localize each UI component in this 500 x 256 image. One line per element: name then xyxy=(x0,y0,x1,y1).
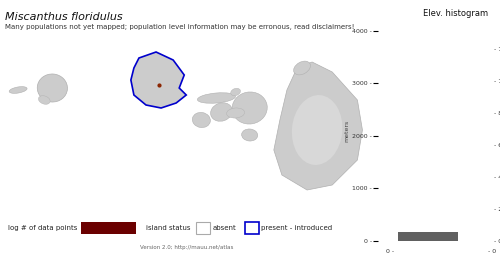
Polygon shape xyxy=(131,52,186,108)
Ellipse shape xyxy=(292,95,343,165)
Y-axis label: meters: meters xyxy=(344,120,349,142)
Bar xyxy=(398,232,458,241)
Text: log # of data points: log # of data points xyxy=(8,225,78,231)
Bar xyxy=(196,222,210,234)
Ellipse shape xyxy=(198,93,235,103)
Ellipse shape xyxy=(230,88,240,96)
Text: Version 2.0; http://mauu.net/atlas: Version 2.0; http://mauu.net/atlas xyxy=(140,246,233,251)
Text: 0 -: 0 - xyxy=(386,249,394,253)
Text: island status: island status xyxy=(146,225,190,231)
Text: absent: absent xyxy=(212,225,236,231)
Bar xyxy=(244,222,258,234)
Text: Miscanthus floridulus: Miscanthus floridulus xyxy=(5,12,122,22)
Ellipse shape xyxy=(9,87,27,93)
Ellipse shape xyxy=(38,74,68,102)
Text: - 0: - 0 xyxy=(488,249,496,253)
Polygon shape xyxy=(274,62,362,190)
Text: present - introduced: present - introduced xyxy=(261,225,332,231)
Bar xyxy=(80,222,136,234)
Ellipse shape xyxy=(294,61,310,75)
Ellipse shape xyxy=(242,129,258,141)
Ellipse shape xyxy=(210,103,233,121)
Ellipse shape xyxy=(38,96,50,104)
Ellipse shape xyxy=(226,108,244,118)
Text: Many populations not yet mapped; population level information may be erronous, r: Many populations not yet mapped; populat… xyxy=(5,24,354,30)
Ellipse shape xyxy=(232,92,268,124)
Text: Elev. histogram: Elev. histogram xyxy=(423,9,488,18)
Ellipse shape xyxy=(192,112,210,127)
